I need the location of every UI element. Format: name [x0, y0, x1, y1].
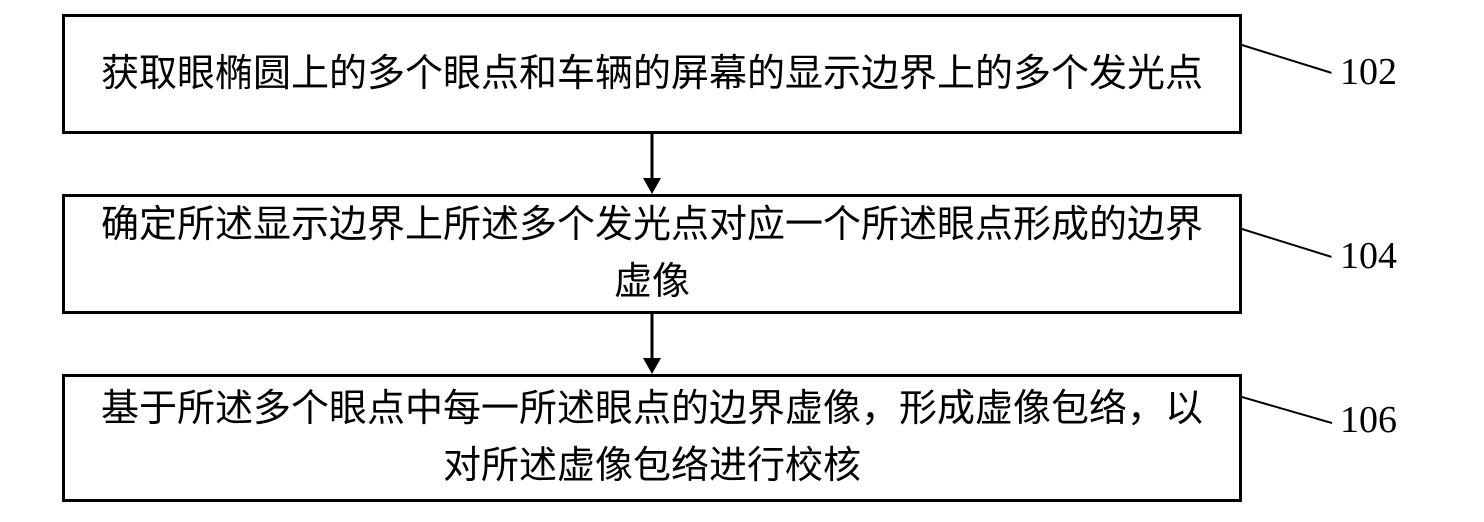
flow-step-text: 基于所述多个眼点中每一所述眼点的边界虚像，形成虚像包络，以对所述虚像包络进行校核	[85, 381, 1219, 495]
flow-step-text: 获取眼椭圆上的多个眼点和车辆的屏幕的显示边界上的多个发光点	[101, 46, 1203, 103]
flowchart-canvas: 获取眼椭圆上的多个眼点和车辆的屏幕的显示边界上的多个发光点确定所述显示边界上所述…	[0, 0, 1484, 522]
step-number-label: 106	[1340, 398, 1397, 442]
flow-arrow	[640, 132, 664, 196]
leader-line	[1241, 396, 1332, 424]
leader-line	[1241, 228, 1332, 258]
leader-line	[1241, 44, 1332, 74]
flow-step: 确定所述显示边界上所述多个发光点对应一个所述眼点形成的边界虚像	[62, 194, 1242, 314]
flow-step: 获取眼椭圆上的多个眼点和车辆的屏幕的显示边界上的多个发光点	[62, 14, 1242, 134]
step-number-label: 102	[1340, 50, 1397, 94]
step-number-label: 104	[1340, 234, 1397, 278]
flow-step: 基于所述多个眼点中每一所述眼点的边界虚像，形成虚像包络，以对所述虚像包络进行校核	[62, 374, 1242, 502]
flow-step-text: 确定所述显示边界上所述多个发光点对应一个所述眼点形成的边界虚像	[85, 197, 1219, 311]
flow-arrow	[640, 312, 664, 376]
